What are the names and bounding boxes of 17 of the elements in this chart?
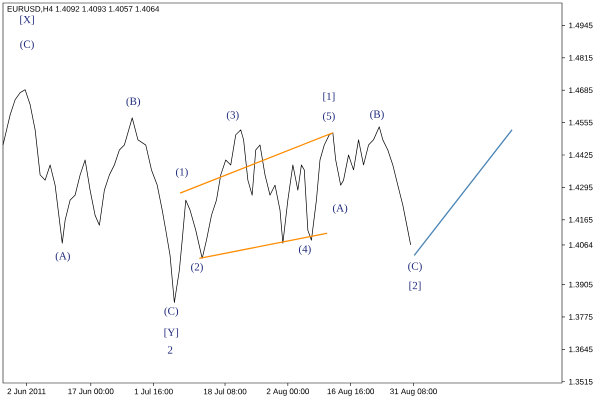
annotation: (C): [20, 40, 34, 50]
annotation: [X]: [20, 16, 34, 25]
annotation: [1]: [323, 92, 334, 102]
annotation: (4): [298, 245, 311, 255]
annotation: (B): [126, 97, 140, 108]
annotation: (5): [322, 112, 335, 122]
annotation: (A): [332, 204, 348, 214]
annotation: (C): [408, 262, 422, 272]
annotation: (C): [164, 306, 178, 317]
annotation: (3): [226, 110, 239, 121]
annotation: (2): [191, 262, 203, 273]
annotation: (A): [56, 252, 70, 262]
annotation: (1): [176, 168, 188, 178]
annotation: 2: [168, 346, 172, 354]
annotation: (B): [370, 110, 384, 120]
annotation: [Y]: [164, 328, 178, 338]
annotation: [2]: [409, 282, 421, 291]
